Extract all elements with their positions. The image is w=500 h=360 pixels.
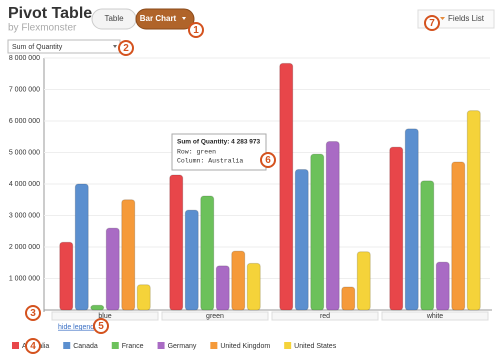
y-tick-label: 2 000 000 [9,244,40,251]
bar [389,146,404,311]
tooltip-value: Sum of Quantity: 4 283 973 [177,139,260,146]
bar [325,140,340,311]
bar [341,286,356,311]
badge-label: 7 [429,18,435,29]
y-tick-label: 8 000 000 [9,55,40,62]
bar [105,227,120,311]
chart-button-arrow [182,17,186,20]
legend-swatch [210,342,218,349]
table-button-label[interactable]: Table [104,14,124,23]
y-tick-label: 5 000 000 [9,149,40,156]
badge [25,305,41,321]
y-tick-label: 7 000 000 [9,86,40,93]
measure-select-label[interactable]: Sum of Quantity [12,44,63,51]
bar [246,262,261,311]
bar [200,195,215,311]
bar [215,265,230,311]
bar [184,209,199,311]
legend-label: Germany [168,343,197,350]
bar [279,62,294,311]
y-tick-label: 6 000 000 [9,118,40,125]
x-tick-label: green [206,313,224,320]
bar [420,180,435,311]
badge-label: 2 [123,43,129,54]
y-tick-label: 4 000 000 [9,181,40,188]
fields-button-label[interactable]: Fields List [448,14,485,23]
tooltip-row: Row: green [177,149,216,156]
legend-label: United Kingdom [220,343,270,350]
x-tick-label: blue [98,313,111,320]
x-tick-label: red [320,313,330,320]
badge-label: 1 [193,25,199,36]
tooltip [171,133,267,171]
badge-label: 6 [265,155,271,166]
x-label-box [381,311,489,321]
x-label-box [161,311,269,321]
legend-swatch [157,342,165,349]
chart-button-label[interactable]: Bar Chart [140,14,177,23]
y-tick-label: 3 000 000 [9,212,40,219]
bar [121,199,136,311]
badge [25,338,41,354]
bar [435,261,450,311]
legend-swatch [111,342,119,349]
bar [294,169,309,311]
bar [310,153,325,311]
bar [451,161,466,311]
legend-label: Canada [73,343,98,350]
bar [356,251,371,311]
legend-label: France [122,343,144,350]
hide-legend-link[interactable]: hide legend [58,324,94,331]
bar [136,284,151,311]
badge-label: 5 [98,321,104,332]
y-tick-label: 1 000 000 [9,275,40,282]
badge-label: 4 [30,341,36,352]
bar [466,110,481,311]
bar [74,183,89,311]
bar [169,174,184,311]
legend-swatch [63,342,71,349]
bar [231,250,246,311]
select-arrow [113,45,117,48]
x-tick-label: white [426,313,443,320]
bar [59,241,74,311]
x-label-box [271,311,379,321]
legend-swatch [284,342,292,349]
badge [424,15,440,31]
badge [188,22,204,38]
app-title: Pivot Table [8,5,92,22]
badge [118,40,134,56]
badge [93,318,109,334]
app-subtitle: by Flexmonster [8,23,77,34]
tooltip-column: Column: Australia [177,158,243,165]
bar [90,304,105,311]
chart-button[interactable] [135,8,195,30]
badge-label: 3 [30,308,36,319]
legend-label: United States [294,343,337,350]
bar [404,128,419,311]
fields-arrow [440,17,445,20]
legend-swatch [12,342,19,349]
badge [260,152,276,168]
